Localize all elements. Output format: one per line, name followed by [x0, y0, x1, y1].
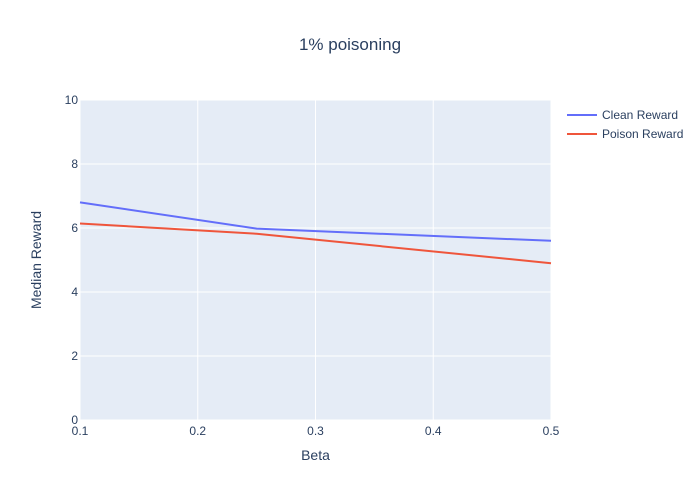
- legend-label-poison-reward: Poison Reward: [602, 127, 683, 141]
- y-tick-label: 4: [71, 285, 78, 299]
- x-axis-ticks: 0.1 0.2 0.3 0.4 0.5: [72, 424, 560, 438]
- y-tick-label: 0: [71, 413, 78, 427]
- chart-title: 1% poisoning: [299, 35, 401, 54]
- legend: Clean Reward Poison Reward: [567, 108, 683, 141]
- legend-item-clean-reward[interactable]: Clean Reward: [567, 108, 678, 122]
- legend-item-poison-reward[interactable]: Poison Reward: [567, 127, 683, 141]
- y-tick-label: 8: [71, 157, 78, 171]
- legend-label-clean-reward: Clean Reward: [602, 108, 678, 122]
- y-tick-label: 2: [71, 349, 78, 363]
- series-layer: [79, 201, 552, 265]
- x-tick-label: 0.5: [543, 424, 560, 438]
- x-tick-label: 0.1: [72, 424, 89, 438]
- x-tick-label: 0.2: [189, 424, 206, 438]
- series-line-clean-reward[interactable]: [79, 201, 552, 242]
- x-axis-title: Beta: [301, 447, 330, 463]
- y-axis-ticks: 0 2 4 6 8 10: [65, 93, 79, 427]
- x-tick-label: 0.3: [307, 424, 324, 438]
- x-tick-label: 0.4: [425, 424, 442, 438]
- y-tick-label: 6: [71, 221, 78, 235]
- series-line-poison-reward[interactable]: [79, 222, 552, 265]
- y-axis-title: Median Reward: [28, 211, 44, 309]
- y-tick-label: 10: [65, 93, 79, 107]
